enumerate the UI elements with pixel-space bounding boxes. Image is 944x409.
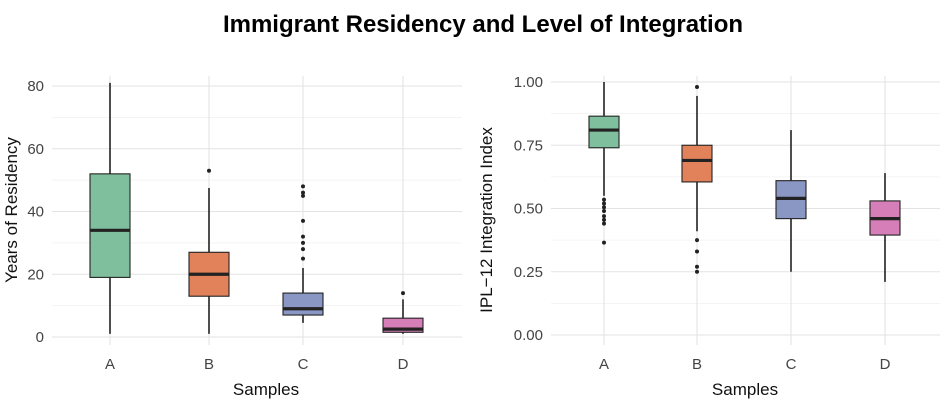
iqr-box <box>681 144 713 183</box>
outlier-point <box>207 168 211 173</box>
integration-y-ticks: 0.00 0.25 0.50 0.75 1.00 <box>514 74 543 344</box>
residency-y-axis-label: Years of Residency <box>2 137 21 283</box>
residency-x-axis-label: Samples <box>233 380 299 399</box>
outlier-point <box>602 205 606 210</box>
residency-y-tick-label: 20 <box>27 266 44 283</box>
outlier-point <box>602 201 606 206</box>
integration-box-B <box>681 85 713 274</box>
integration-box-A <box>588 82 620 245</box>
outlier-point <box>301 234 305 239</box>
outlier-point <box>301 190 305 195</box>
outlier-point <box>602 214 606 219</box>
residency-panel: 0 20 40 60 80 A B C D Samples Years of Residenc… <box>2 76 462 399</box>
residency-y-tick-label: 40 <box>27 204 44 221</box>
residency-x-ticks: A B C D <box>105 356 409 373</box>
residency-boxes <box>89 82 424 334</box>
outlier-point <box>602 240 606 245</box>
residency-box-B <box>188 168 230 334</box>
integration-y-tick-label: 0.00 <box>514 327 543 344</box>
integration-box-D <box>869 173 901 282</box>
outlier-point <box>301 256 305 261</box>
residency-box-D <box>382 291 424 334</box>
iqr-box <box>89 173 131 278</box>
outlier-point <box>602 221 606 226</box>
outlier-point <box>695 238 699 243</box>
outlier-point <box>602 209 606 214</box>
integration-panel: 0.00 0.25 0.50 0.75 1.00 A B C D Samples IPL−12… <box>477 74 940 399</box>
outlier-point <box>695 85 699 90</box>
outlier-point <box>301 240 305 245</box>
integration-y-tick-label: 0.25 <box>514 264 543 281</box>
integration-y-tick-label: 0.75 <box>514 137 543 154</box>
outlier-point <box>301 193 305 198</box>
integration-x-tick-label: D <box>880 356 891 373</box>
outlier-point <box>401 291 405 296</box>
residency-box-A <box>89 82 131 334</box>
integration-box-C <box>775 130 807 272</box>
residency-box-C <box>282 184 324 323</box>
outlier-point <box>301 184 305 189</box>
residency-y-tick-label: 60 <box>27 141 44 158</box>
residency-x-tick-label: A <box>105 356 115 373</box>
residency-x-tick-label: D <box>398 356 409 373</box>
outlier-point <box>301 247 305 252</box>
integration-y-axis-label: IPL−12 Integration Index <box>477 127 496 313</box>
integration-y-tick-label: 1.00 <box>514 74 543 91</box>
residency-x-tick-label: C <box>298 356 309 373</box>
outlier-point <box>695 264 699 269</box>
integration-y-tick-label: 0.50 <box>514 201 543 218</box>
integration-x-tick-label: C <box>786 356 797 373</box>
residency-y-ticks: 0 20 40 60 80 <box>27 78 44 346</box>
integration-x-tick-label: A <box>599 356 609 373</box>
residency-y-tick-label: 80 <box>27 78 44 95</box>
outlier-point <box>602 197 606 202</box>
outlier-point <box>695 249 699 254</box>
integration-boxes <box>588 82 901 282</box>
chart-title: Immigrant Residency and Level of Integra… <box>223 11 743 38</box>
iqr-box <box>282 292 324 316</box>
outlier-point <box>602 217 606 222</box>
integration-x-ticks: A B C D <box>599 356 891 373</box>
outlier-point <box>301 218 305 223</box>
integration-x-axis-label: Samples <box>712 380 778 399</box>
outlier-point <box>695 269 699 274</box>
residency-x-tick-label: B <box>204 356 214 373</box>
residency-y-tick-label: 0 <box>36 329 44 346</box>
integration-x-tick-label: B <box>692 356 702 373</box>
iqr-box <box>588 115 620 149</box>
